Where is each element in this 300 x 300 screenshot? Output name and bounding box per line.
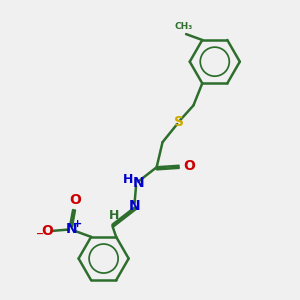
Text: O: O — [69, 194, 81, 207]
Text: H: H — [123, 172, 133, 185]
Text: N: N — [129, 199, 140, 212]
Text: ⁻: ⁻ — [37, 230, 44, 245]
Text: CH₃: CH₃ — [175, 22, 193, 31]
Text: N: N — [133, 176, 144, 190]
Text: H: H — [109, 209, 119, 222]
Text: N: N — [66, 223, 78, 236]
Text: O: O — [183, 159, 195, 173]
Text: S: S — [174, 115, 184, 129]
Text: O: O — [41, 224, 53, 238]
Text: +: + — [73, 219, 83, 229]
